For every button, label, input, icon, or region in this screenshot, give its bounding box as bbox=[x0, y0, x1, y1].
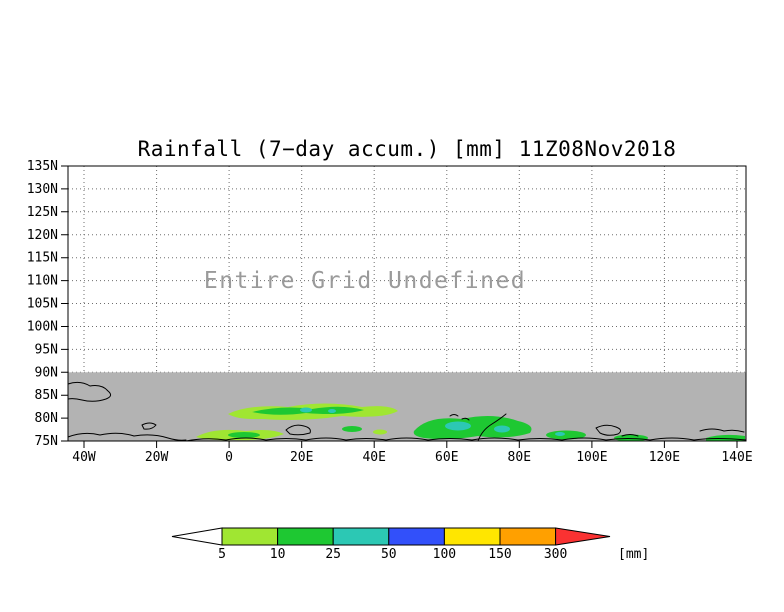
y-axis: 135N 130N 125N 120N 115N 110N 105N 100N … bbox=[27, 159, 68, 449]
colorbar-tick-label: 50 bbox=[381, 547, 397, 562]
x-tick-label: 140E bbox=[721, 450, 752, 465]
undefined-shading-band bbox=[68, 372, 746, 441]
rain-patch bbox=[445, 421, 471, 431]
coastline-path bbox=[67, 432, 187, 441]
y-tick-label: 115N bbox=[27, 251, 58, 266]
colorbar-segment bbox=[388, 527, 445, 546]
coastline-path bbox=[285, 424, 311, 436]
x-axis: 40W 20W 0 20E 40E 60E 80E 100E 120E 140E bbox=[72, 441, 753, 465]
colorbar-units-label: [mm] bbox=[618, 547, 649, 562]
coastline-path bbox=[67, 381, 112, 402]
y-tick-label: 80N bbox=[35, 411, 58, 426]
colorbar-tick-label: 300 bbox=[544, 547, 567, 562]
colorbar-tick-label: 5 bbox=[218, 547, 226, 562]
colorbar-segment bbox=[443, 527, 501, 546]
grid-undefined-annotation: Entire Grid Undefined bbox=[204, 268, 526, 294]
chart-title: Rainfall (7−day accum.) [mm] 11Z08Nov201… bbox=[138, 137, 677, 161]
x-tick-label: 80E bbox=[508, 450, 531, 465]
rain-patches bbox=[196, 403, 745, 442]
colorbar-segment bbox=[221, 527, 279, 546]
rain-patch bbox=[228, 432, 260, 438]
y-tick-label: 75N bbox=[35, 434, 58, 449]
x-tick-label: 40E bbox=[362, 450, 385, 465]
y-tick-label: 120N bbox=[27, 228, 58, 243]
y-tick-label: 85N bbox=[35, 388, 58, 403]
colorbar: 5 10 25 50 100 150 300 [mm] bbox=[171, 527, 649, 562]
coastline-path bbox=[699, 428, 745, 433]
rain-patch bbox=[413, 415, 532, 440]
colorbar-tick-label: 25 bbox=[325, 547, 341, 562]
rain-patch bbox=[614, 434, 648, 442]
rain-patch bbox=[546, 430, 586, 440]
colorbar-segment bbox=[332, 527, 390, 546]
colorbar-tick-label: 100 bbox=[433, 547, 456, 562]
x-tick-label: 100E bbox=[576, 450, 607, 465]
rain-patch bbox=[300, 407, 312, 413]
y-tick-label: 95N bbox=[35, 342, 58, 357]
x-axis-tickmarks bbox=[83, 441, 738, 448]
coastline-path bbox=[595, 424, 639, 437]
coastline-path bbox=[185, 437, 747, 442]
colorbar-tick-label: 10 bbox=[270, 547, 286, 562]
rain-patch bbox=[555, 432, 565, 436]
rain-patch bbox=[342, 426, 362, 432]
rain-patch bbox=[328, 409, 336, 413]
colorbar-tick-label: 150 bbox=[488, 547, 511, 562]
x-tick-label: 40W bbox=[72, 450, 96, 465]
colorbar-segment bbox=[277, 527, 334, 546]
x-tick-label: 120E bbox=[649, 450, 680, 465]
y-tick-label: 105N bbox=[27, 297, 58, 312]
y-tick-label: 130N bbox=[27, 182, 58, 197]
coastline-path bbox=[449, 414, 470, 421]
y-tick-label: 100N bbox=[27, 320, 58, 335]
coastline-path bbox=[477, 413, 507, 442]
x-tick-label: 20E bbox=[290, 450, 313, 465]
y-axis-tickmarks bbox=[61, 165, 68, 442]
colorbar-arrow-right bbox=[555, 527, 611, 546]
y-tick-label: 110N bbox=[27, 274, 58, 289]
rain-patch bbox=[373, 429, 387, 435]
x-tick-label: 60E bbox=[435, 450, 458, 465]
coastline-path bbox=[141, 422, 157, 430]
colorbar-segment bbox=[499, 527, 557, 546]
x-tick-label: 0 bbox=[225, 450, 233, 465]
y-tick-label: 135N bbox=[27, 159, 58, 174]
x-tick-label: 20W bbox=[145, 450, 169, 465]
y-tick-label: 125N bbox=[27, 205, 58, 220]
coastlines bbox=[67, 381, 747, 442]
y-tick-label: 90N bbox=[35, 365, 58, 380]
rain-patch bbox=[494, 425, 510, 433]
